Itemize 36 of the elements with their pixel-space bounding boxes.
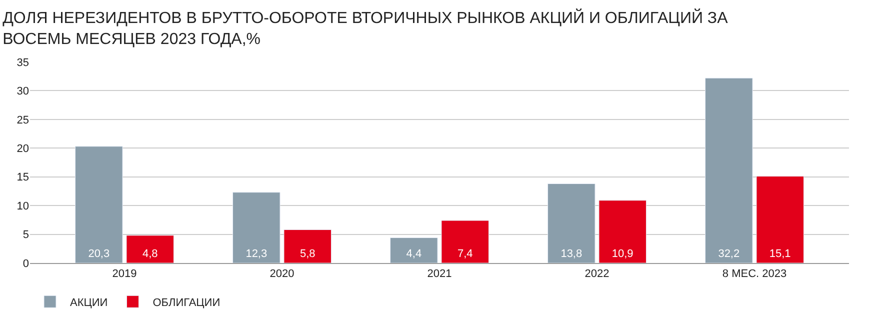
data-label: 4,4	[406, 248, 422, 260]
data-label: 7,4	[457, 248, 473, 260]
x-tick-label: 2022	[584, 268, 610, 280]
y-tick-label: 0	[22, 258, 29, 270]
data-label: 13,8	[560, 248, 582, 260]
bar	[75, 146, 123, 263]
bar	[390, 237, 438, 263]
bar	[284, 229, 332, 263]
data-label: 10,9	[612, 248, 634, 260]
x-tick-label: 8 МЕС. 2023	[722, 268, 787, 280]
chart-title: ДОЛЯ НЕРЕЗИДЕНТОВ В БРУТТО-ОБОРОТЕ ВТОРИЧНЫХ РЫНКОВ АКЦИЙ И ОБЛИГАЦИЙ ЗА ВОСЕМЬ МЕСЯЦЕВ 2023 ГОДА,%	[2, 8, 728, 48]
x-tick-label: 2021	[427, 268, 452, 280]
bar	[126, 235, 174, 263]
bar	[548, 184, 596, 263]
data-label: 4,8	[142, 248, 158, 260]
bar	[598, 200, 646, 263]
legend-label: ОБЛИГАЦИИ	[152, 296, 220, 309]
data-label: 32,2	[718, 248, 740, 260]
y-tick-label: 15	[16, 172, 29, 184]
legend-label: АКЦИИ	[70, 296, 108, 309]
data-label: 12,3	[246, 248, 268, 260]
x-tick-label: 2020	[270, 268, 294, 280]
y-tick-label: 5	[22, 229, 29, 242]
y-tick-label: 20	[16, 142, 29, 155]
bar	[705, 78, 753, 263]
data-label: 5,8	[300, 248, 316, 260]
y-tick-label: 30	[16, 86, 29, 98]
data-label: 15,1	[769, 248, 791, 260]
bar	[232, 192, 280, 263]
bar	[441, 220, 489, 263]
data-label: 20,3	[88, 248, 110, 260]
y-tick-label: 10	[16, 200, 29, 212]
bar	[756, 176, 804, 263]
y-tick-label: 35	[16, 56, 29, 69]
x-tick-label: 2019	[112, 268, 137, 280]
y-tick-label: 25	[16, 114, 29, 126]
